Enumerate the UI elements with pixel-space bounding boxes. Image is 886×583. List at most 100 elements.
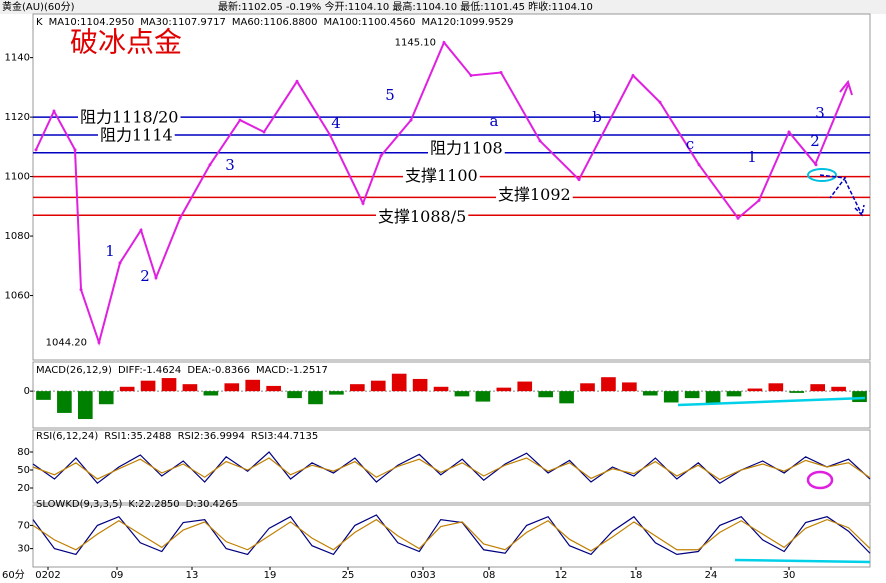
price-point [409, 118, 413, 122]
macd-bar [663, 391, 679, 403]
arrow [814, 79, 853, 166]
x-tick-label: 24 [705, 570, 718, 581]
osc-line [32, 457, 871, 481]
legend-entry: MA100:1100.4560 [323, 17, 415, 28]
macd-bar [182, 384, 198, 392]
macd-bar [391, 373, 407, 392]
level-label: 支撑1100 [405, 166, 478, 185]
label-bg [428, 138, 505, 158]
label-bg [376, 206, 469, 226]
y-tick-label: 70 [17, 520, 30, 531]
price-point [757, 198, 761, 202]
y-tick-label: 20 [17, 483, 30, 494]
wave-label: 2 [810, 132, 820, 150]
macd-panel [32, 361, 871, 429]
price-point [178, 216, 182, 220]
wave-label: 3 [225, 156, 235, 174]
price-point [361, 201, 365, 205]
y-tick-label: 1080 [5, 231, 30, 242]
macd-bar [161, 378, 177, 392]
line [734, 558, 871, 564]
label-bg [496, 184, 573, 204]
macd-bar [454, 391, 470, 397]
legend-entry: MA10:1104.2950 [49, 17, 135, 28]
x-tick-label: 18 [630, 570, 643, 581]
price-point [139, 228, 143, 232]
ellipse [806, 470, 834, 490]
price-point [208, 163, 212, 167]
legend-entry: D:30.4265 [186, 499, 238, 510]
macd-bar [496, 387, 512, 392]
level-label: 阻力1108 [430, 138, 503, 157]
macd-bar [622, 382, 637, 392]
price-line [35, 40, 817, 346]
kd-panel [32, 504, 871, 568]
legend-entry: RSI2:36.9994 [178, 431, 245, 442]
price-point [238, 118, 242, 122]
price-point [787, 130, 791, 134]
macd-bar [538, 391, 553, 398]
label-bg [403, 166, 480, 186]
wave-label: b [592, 108, 602, 126]
x-tick-label: 19 [264, 570, 277, 581]
rsi-panel [32, 429, 871, 504]
legend-entry: RSI1:35.2488 [104, 431, 171, 442]
macd-bar [119, 386, 135, 392]
macd-bar [726, 391, 742, 397]
instrument: 黄金(AU)(60分) [2, 0, 75, 13]
price-label: 1145.10 [395, 37, 436, 48]
legend-entry: K [36, 17, 43, 28]
x-tick-label: 30 [783, 570, 796, 581]
wave-label: c [686, 135, 694, 153]
macd-bar [370, 380, 386, 392]
legend-entry: MACD(26,12,9) [36, 365, 112, 376]
macd-bar [852, 391, 867, 403]
macd-bar [517, 381, 533, 392]
y-tick-label: 1060 [5, 291, 30, 302]
macd-bar [287, 391, 302, 399]
price-point [379, 154, 383, 158]
level-label: 支撑1092 [498, 185, 571, 204]
macd-bar [350, 384, 365, 392]
price-point [469, 73, 473, 77]
legend-entry: K:22.2850 [128, 499, 179, 510]
hand-drawing [677, 79, 871, 564]
level-label: 阻力1114 [100, 125, 173, 144]
price-point [79, 288, 83, 292]
price-point [73, 148, 77, 152]
macd-bar [412, 378, 428, 392]
macd-bar [77, 391, 93, 420]
wave-label: 5 [385, 86, 395, 104]
price-point [295, 79, 299, 83]
y-tick-label: 50 [17, 465, 30, 476]
legend-entry: MA30:1107.9717 [140, 17, 226, 28]
macd-bar [98, 391, 114, 405]
main-panel [32, 13, 871, 361]
ellipse [807, 168, 837, 182]
legend-entry: RSI(6,12,24) [36, 431, 98, 442]
macd-bar [789, 391, 805, 393]
macd-bar [810, 384, 826, 392]
legend-entry: SLOWKD(9,3,3,5) [36, 499, 122, 510]
price-point [328, 133, 332, 137]
wave-label: 1 [105, 242, 115, 260]
macd-bar [245, 379, 261, 392]
price-label: 1044.20 [46, 338, 87, 349]
price-point [442, 40, 446, 44]
price-point [577, 178, 581, 182]
label-bg [78, 107, 181, 127]
wave-label: 4 [331, 114, 341, 132]
macd-bar [475, 391, 491, 402]
macd-bar [684, 391, 700, 399]
chart-title: 破冰点金 [70, 26, 182, 59]
y-tick-label: 0 [24, 386, 30, 397]
macd-bar [266, 385, 281, 392]
x-tick-label: 13 [186, 570, 199, 581]
level-label: 阻力1118/20 [80, 108, 178, 127]
x-axis-label: 60分 [2, 569, 25, 581]
header-bar [0, 0, 886, 14]
macd-bar [559, 391, 574, 404]
osc-line [32, 518, 871, 552]
macd-bar [36, 391, 51, 400]
